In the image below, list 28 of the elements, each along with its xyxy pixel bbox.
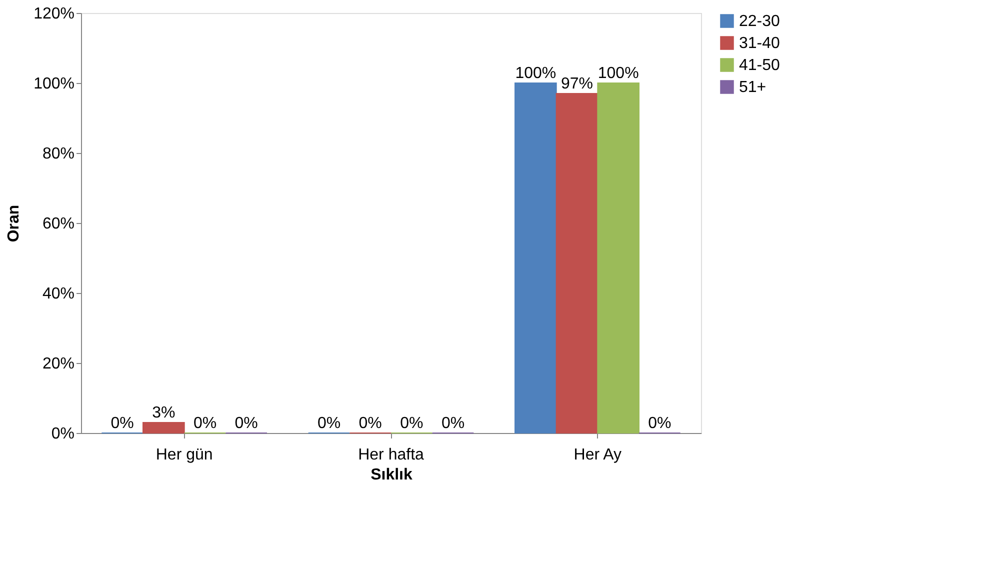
y-tick-label: 120% <box>34 6 74 22</box>
data-label: 0% <box>317 415 341 432</box>
data-label: 0% <box>648 415 672 432</box>
y-tick-label: 40% <box>42 286 74 302</box>
legend-label: 31-40 <box>739 35 780 52</box>
data-label: 100% <box>515 65 556 82</box>
data-label: 3% <box>152 404 176 422</box>
data-label: 0% <box>234 415 258 432</box>
y-tick-label: 80% <box>42 146 74 162</box>
data-label: 0% <box>110 415 134 432</box>
data-label: 0% <box>193 415 217 432</box>
y-axis-title: Oran <box>6 204 23 242</box>
x-axis-title: Sıklık <box>370 466 412 484</box>
x-tick-label: Her gün <box>156 446 213 464</box>
data-label: 97% <box>560 76 594 92</box>
y-tick-label: 20% <box>42 356 74 372</box>
data-label: 100% <box>598 65 639 82</box>
legend-label: 22-30 <box>739 13 780 30</box>
y-tick-label: 100% <box>34 76 74 92</box>
legend-label: 41-50 <box>739 57 780 74</box>
x-tick-label: Her hafta <box>358 446 424 464</box>
x-tick-label: Her Ay <box>574 446 622 464</box>
data-label: 0% <box>358 415 382 432</box>
data-label: 0% <box>400 415 424 432</box>
data-label: 0% <box>441 415 465 432</box>
y-tick-label: 0% <box>51 426 74 442</box>
legend-label: 51+ <box>739 79 766 96</box>
y-tick-label: 60% <box>42 216 74 232</box>
